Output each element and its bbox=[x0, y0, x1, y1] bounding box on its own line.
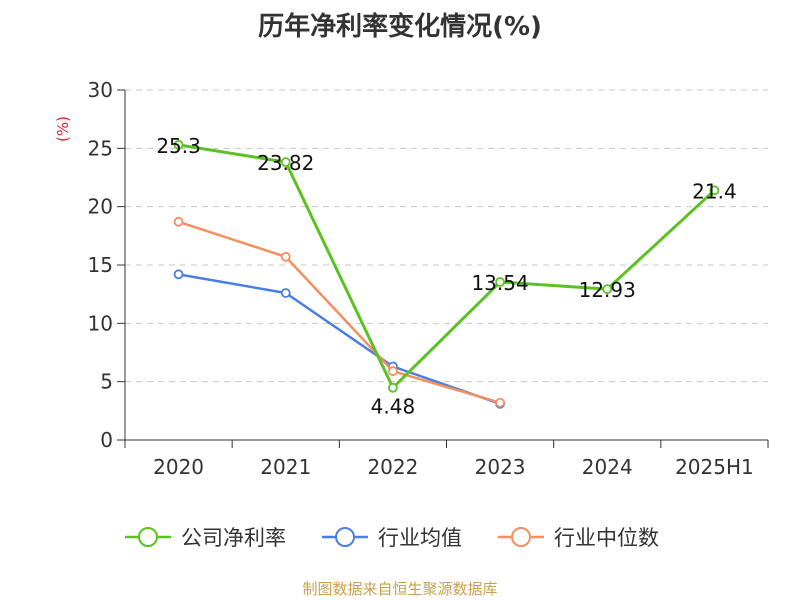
legend-marker bbox=[511, 527, 531, 547]
y-tick-label: 5 bbox=[100, 370, 113, 394]
legend-item-2[interactable]: 行业中位数 bbox=[498, 526, 659, 550]
series-layer bbox=[173, 139, 720, 409]
legend-item-0[interactable]: 公司净利率 bbox=[125, 526, 286, 550]
data-labels: 25.3 23.82 4.48 13.54 12.93 21.4 bbox=[156, 134, 736, 419]
data-point bbox=[173, 269, 184, 280]
y-tick-label: 0 bbox=[100, 428, 113, 452]
data-point bbox=[280, 251, 291, 262]
legend-marker bbox=[335, 527, 355, 547]
data-point bbox=[280, 157, 291, 168]
y-tick-label: 25 bbox=[88, 136, 113, 160]
data-point bbox=[495, 397, 505, 408]
data-point bbox=[173, 216, 184, 227]
data-point bbox=[173, 139, 184, 150]
source-note: 制图数据来自恒生聚源数据库 bbox=[302, 580, 498, 598]
data-label: 12.93 bbox=[579, 278, 636, 302]
series-line-0 bbox=[178, 143, 716, 390]
x-tick-label: 2023 bbox=[475, 455, 526, 479]
data-point bbox=[388, 382, 398, 393]
data-point bbox=[602, 284, 613, 295]
legend[interactable]: 公司净利率 行业均值 行业中位数 bbox=[125, 526, 659, 550]
data-point bbox=[709, 185, 720, 196]
x-tick-label: 2021 bbox=[260, 455, 311, 479]
series-line-2 bbox=[178, 220, 501, 404]
data-label: 25.3 bbox=[156, 134, 201, 158]
legend-label: 公司净利率 bbox=[181, 526, 286, 550]
series-line-1 bbox=[178, 273, 501, 406]
y-axis-label: (%) bbox=[54, 116, 72, 142]
x-tick-label: 2022 bbox=[367, 455, 418, 479]
y-tick-label: 10 bbox=[88, 311, 113, 335]
x-tick-label: 2025H1 bbox=[675, 455, 754, 479]
data-label: 21.4 bbox=[692, 179, 737, 203]
legend-item-1[interactable]: 行业均值 bbox=[322, 526, 462, 550]
grid-lines bbox=[125, 89, 768, 383]
chart-title: 历年净利率变化情况(%) bbox=[258, 12, 542, 42]
x-tick-label: 2020 bbox=[153, 455, 204, 479]
y-tick-label: 20 bbox=[88, 195, 113, 219]
legend-label: 行业中位数 bbox=[554, 526, 659, 550]
data-point bbox=[280, 288, 291, 298]
data-label: 23.82 bbox=[257, 151, 314, 175]
x-tick-label: 2024 bbox=[582, 455, 633, 479]
axes: 0 5 10 15 20 25 30 2020 2021 2022 2023 2024 2025H1 bbox=[88, 78, 769, 479]
legend-label: 行业均值 bbox=[378, 526, 462, 550]
data-point bbox=[388, 366, 398, 377]
data-point bbox=[495, 277, 505, 287]
y-tick-label: 30 bbox=[88, 78, 113, 102]
legend-marker bbox=[138, 527, 158, 547]
data-label: 13.54 bbox=[471, 271, 528, 295]
y-tick-label: 15 bbox=[88, 253, 113, 277]
data-label: 4.48 bbox=[371, 395, 416, 419]
